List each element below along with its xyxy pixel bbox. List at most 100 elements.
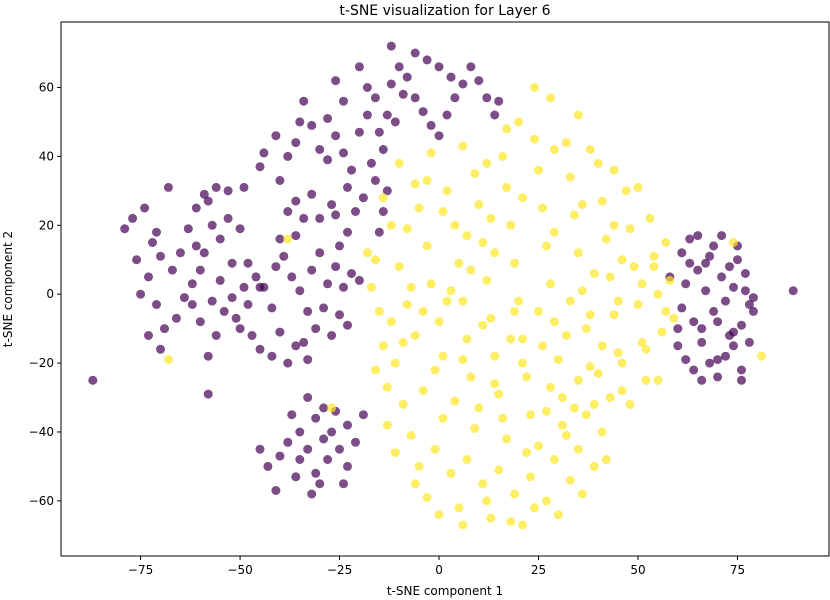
scatter-point-series-0-148 bbox=[283, 437, 293, 447]
scatter-point-series-1-4 bbox=[729, 238, 738, 247]
scatter-point-series-1-23 bbox=[458, 296, 468, 306]
scatter-point-series-0-180 bbox=[709, 306, 719, 316]
scatter-point-series-1-37 bbox=[514, 296, 524, 306]
scatter-point-series-0-49 bbox=[223, 186, 233, 196]
scatter-point-series-0-166 bbox=[343, 461, 352, 471]
scatter-point-series-0-169 bbox=[323, 455, 333, 464]
scatter-point-series-0-53 bbox=[227, 293, 237, 303]
plot-frame bbox=[60, 21, 830, 557]
scatter-point-series-1-109 bbox=[506, 517, 516, 526]
scatter-point-series-0-106 bbox=[370, 93, 380, 103]
scatter-point-series-0-162 bbox=[295, 427, 305, 437]
scatter-point-series-1-62 bbox=[613, 348, 623, 358]
scatter-point-series-0-130 bbox=[410, 48, 420, 58]
scatter-point-series-1-180 bbox=[502, 124, 512, 134]
scatter-point-series-1-38 bbox=[518, 334, 528, 344]
scatter-point-series-0-163 bbox=[319, 403, 329, 413]
scatter-point-series-0-45 bbox=[251, 272, 261, 282]
scatter-point-series-1-111 bbox=[553, 510, 563, 520]
scatter-point-series-1-104 bbox=[390, 448, 400, 458]
scatter-point-series-1-142 bbox=[402, 224, 412, 234]
scatter-point-series-0-80 bbox=[347, 269, 356, 278]
scatter-point-series-0-31 bbox=[167, 265, 177, 275]
scatter-point-series-1-15 bbox=[414, 203, 424, 213]
scatter-point-series-1-71 bbox=[649, 251, 659, 261]
scatter-point-series-0-126 bbox=[362, 83, 372, 92]
scatter-point-series-0-208 bbox=[733, 255, 742, 265]
scatter-point-series-0-82 bbox=[335, 241, 344, 251]
scatter-point-series-1-179 bbox=[422, 176, 432, 185]
scatter-point-series-0-59 bbox=[291, 231, 301, 241]
scatter-point-series-0-97 bbox=[323, 155, 333, 165]
scatter-point-series-0-47 bbox=[271, 262, 281, 272]
scatter-point-series-1-175 bbox=[518, 358, 528, 368]
scatter-point-series-1-19 bbox=[438, 351, 448, 361]
scatter-point-series-0-152 bbox=[319, 434, 329, 444]
scatter-point-series-0-202 bbox=[685, 258, 695, 268]
scatter-point-series-0-9 bbox=[156, 251, 165, 261]
scatter-point-series-1-113 bbox=[370, 365, 380, 375]
scatter-point-series-1-63 bbox=[617, 386, 627, 396]
scatter-point-series-0-194 bbox=[697, 375, 707, 385]
scatter-point-series-1-33 bbox=[498, 151, 508, 161]
scatter-point-series-0-93 bbox=[239, 182, 249, 192]
scatter-point-series-0-119 bbox=[458, 79, 468, 89]
scatter-point-series-1-105 bbox=[410, 479, 420, 489]
scatter-point-series-0-104 bbox=[354, 127, 364, 137]
scatter-point-series-1-79 bbox=[414, 461, 424, 471]
scatter-point-series-1-98 bbox=[565, 475, 575, 485]
scatter-point-series-0-190 bbox=[748, 293, 758, 303]
scatter-point-series-0-72 bbox=[343, 320, 352, 330]
scatter-point-series-1-52 bbox=[573, 248, 583, 258]
scatter-point-series-1-141 bbox=[390, 358, 400, 368]
scatter-point-series-1-29 bbox=[482, 275, 492, 285]
scatter-point-series-0-151 bbox=[311, 468, 321, 478]
scatter-point-series-0-102 bbox=[339, 148, 348, 158]
scatter-point-series-0-19 bbox=[195, 265, 205, 275]
scatter-point-series-1-156 bbox=[486, 213, 496, 223]
scatter-point-series-1-11 bbox=[386, 220, 396, 230]
scatter-point-series-0-101 bbox=[331, 131, 341, 141]
scatter-point-series-1-24 bbox=[462, 334, 472, 344]
points-layer bbox=[88, 41, 798, 530]
scatter-point-series-0-192 bbox=[681, 355, 691, 365]
scatter-point-series-1-96 bbox=[549, 455, 559, 464]
scatter-point-series-1-41 bbox=[530, 134, 539, 144]
scatter-point-series-1-159 bbox=[577, 200, 587, 210]
scatter-point-series-1-102 bbox=[597, 427, 607, 437]
scatter-point-series-1-168 bbox=[585, 310, 595, 320]
scatter-point-series-0-206 bbox=[717, 231, 727, 241]
scatter-point-series-1-40 bbox=[526, 410, 536, 420]
scatter-point-series-1-74 bbox=[661, 238, 671, 247]
scatter-point-series-0-107 bbox=[374, 127, 384, 137]
scatter-point-series-0-115 bbox=[426, 120, 436, 130]
scatter-point-series-0-79 bbox=[339, 282, 348, 292]
scatter-point-series-0-60 bbox=[299, 213, 309, 223]
scatter-point-series-0-175 bbox=[689, 317, 699, 327]
scatter-point-series-0-8 bbox=[152, 227, 161, 237]
y-tick-label: 20 bbox=[39, 218, 54, 232]
scatter-point-series-0-111 bbox=[394, 62, 404, 72]
scatter-point-series-0-215 bbox=[737, 375, 746, 385]
scatter-point-series-0-156 bbox=[351, 437, 360, 447]
scatter-point-series-0-203 bbox=[693, 231, 703, 241]
scatter-point-series-1-43 bbox=[538, 203, 547, 213]
scatter-point-series-0-24 bbox=[223, 213, 233, 223]
y-axis-ticks: −60 −40 −20 0 20 40 60 bbox=[29, 80, 61, 508]
scatter-point-series-1-157 bbox=[518, 193, 528, 203]
scatter-point-series-1-92 bbox=[518, 520, 528, 530]
scatter-point-series-1-16 bbox=[422, 241, 432, 251]
scatter-point-series-0-116 bbox=[434, 131, 444, 141]
x-tick-label: −75 bbox=[128, 563, 153, 577]
scatter-point-series-1-121 bbox=[569, 403, 579, 413]
scatter-point-series-1-35 bbox=[506, 220, 516, 230]
scatter-point-series-1-17 bbox=[426, 279, 436, 289]
scatter-point-series-1-133 bbox=[609, 165, 619, 175]
scatter-point-series-1-83 bbox=[446, 468, 456, 478]
scatter-point-series-1-171 bbox=[398, 337, 408, 347]
scatter-point-series-1-89 bbox=[494, 465, 504, 475]
scatter-point-series-1-13 bbox=[402, 300, 412, 309]
scatter-point-series-0-5 bbox=[140, 203, 150, 213]
scatter-point-series-0-207 bbox=[725, 262, 734, 272]
